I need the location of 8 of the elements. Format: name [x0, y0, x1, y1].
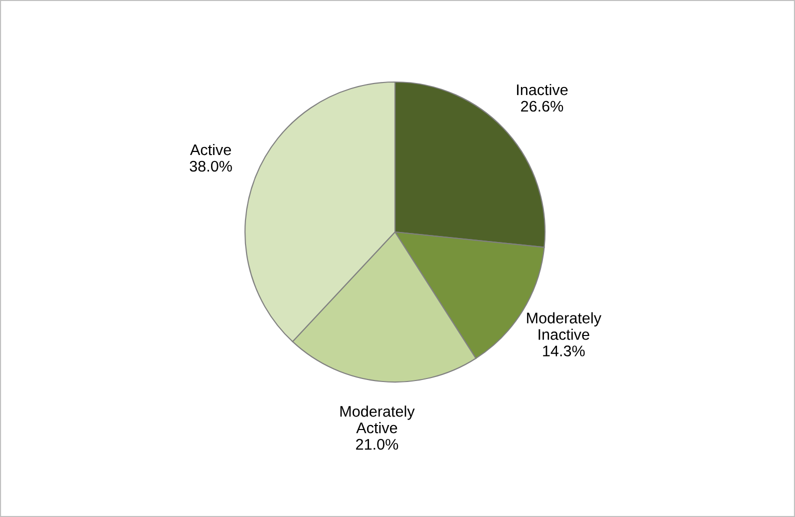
- data-label: 21.0%: [356, 438, 398, 450]
- slice-label: Moderately Active: [340, 406, 415, 434]
- slice-label: Inactive: [517, 84, 568, 96]
- slice-label: Moderately Inactive: [527, 312, 602, 340]
- data-label: 38.0%: [190, 160, 232, 172]
- data-label: 26.6%: [521, 100, 564, 112]
- data-label: 14.3%: [543, 346, 585, 356]
- slice-label: Active: [190, 144, 231, 156]
